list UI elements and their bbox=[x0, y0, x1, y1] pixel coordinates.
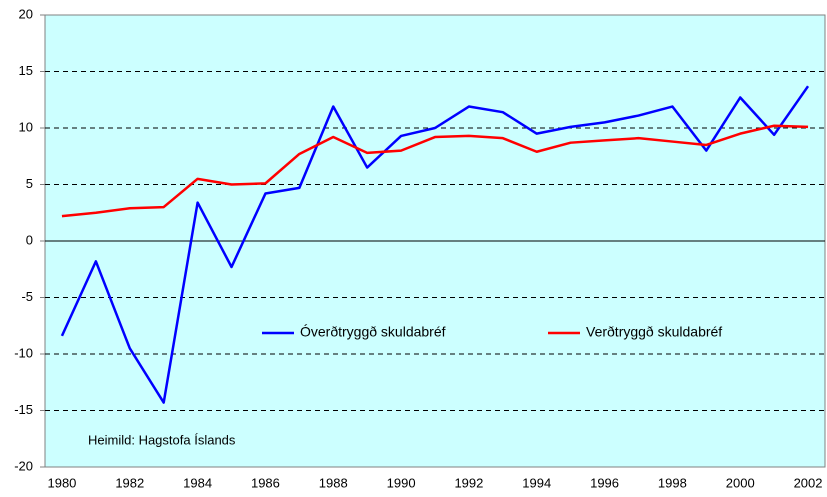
x-tick-label: 2000 bbox=[726, 475, 755, 490]
series-line bbox=[60, 85, 810, 404]
legend-label: Verðtryggð skuldabréf bbox=[586, 324, 722, 340]
x-tick-label: 1986 bbox=[251, 475, 280, 490]
x-tick-label: 1988 bbox=[319, 475, 348, 490]
y-tick-label: 5 bbox=[26, 176, 33, 191]
series-line bbox=[61, 124, 809, 218]
x-tick-label: 1994 bbox=[522, 475, 551, 490]
y-tick-label: -15 bbox=[14, 402, 33, 417]
y-tick-label: 20 bbox=[19, 6, 33, 21]
annotation: Heimild: Hagstofa Íslands bbox=[88, 432, 236, 447]
y-tick-label: 15 bbox=[19, 63, 33, 78]
legend-label: Óverðtryggð skuldabréf bbox=[300, 324, 446, 340]
x-tick-label: 1992 bbox=[454, 475, 483, 490]
x-tick-label: 1996 bbox=[590, 475, 619, 490]
y-tick-label: -5 bbox=[21, 289, 33, 304]
y-tick-label: 10 bbox=[19, 119, 33, 134]
x-tick-label: 1984 bbox=[183, 475, 212, 490]
x-tick-label: 1998 bbox=[658, 475, 687, 490]
x-tick-label: 2002 bbox=[794, 475, 823, 490]
y-tick-label: 0 bbox=[26, 232, 33, 247]
x-tick-label: 1982 bbox=[115, 475, 144, 490]
y-tick-label: -10 bbox=[14, 345, 33, 360]
y-tick-label: -20 bbox=[14, 458, 33, 473]
x-tick-label: 1980 bbox=[47, 475, 76, 490]
x-tick-label: 1990 bbox=[387, 475, 416, 490]
